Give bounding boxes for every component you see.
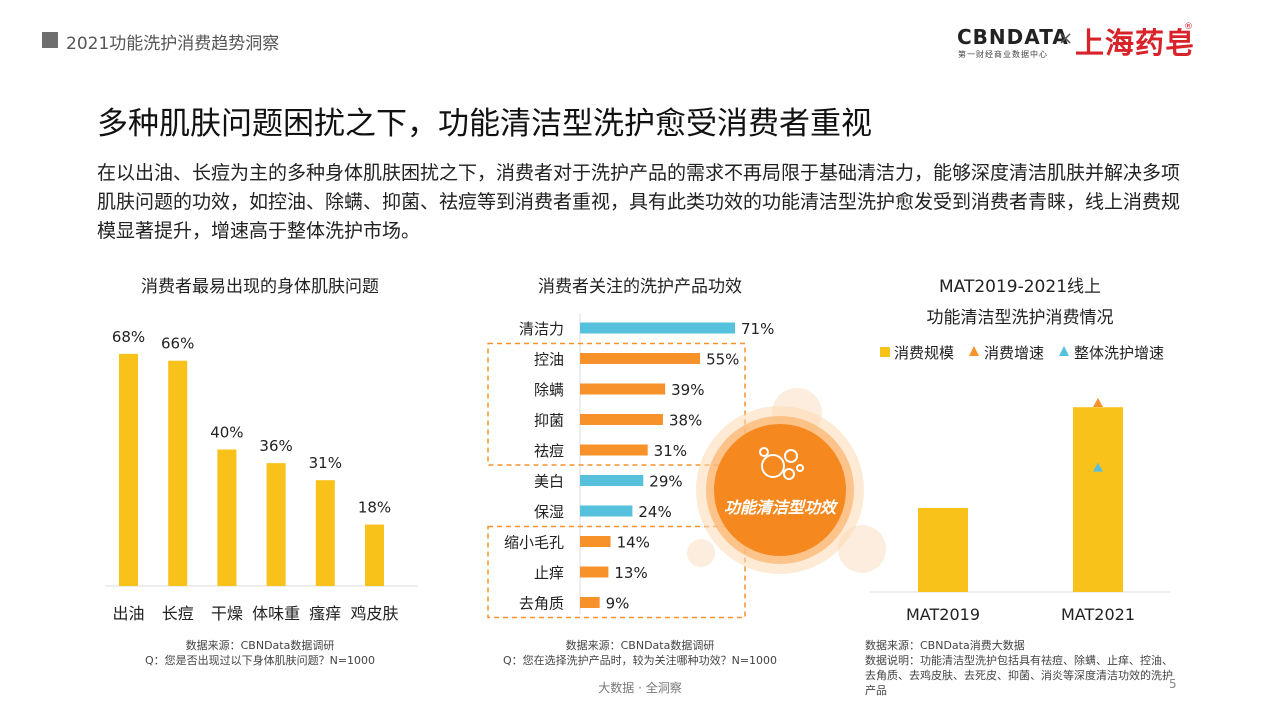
chart2-bar — [580, 597, 600, 608]
chart2-value-label: 38% — [669, 412, 702, 430]
chart1-bar — [266, 463, 286, 586]
chart2-highlight-box — [487, 525, 746, 619]
chart2-category-label: 清洁力 — [519, 320, 564, 338]
chart3-note: 数据说明：功能清洁型洗护包括具有祛痘、除螨、止痒、控油、去角质、去鸡皮肤、去死皮… — [865, 654, 1173, 697]
chart2-note: Q：您在选择洗护产品时，较为关注哪种功效？N=1000 — [502, 654, 778, 667]
chart2-category-label: 抑菌 — [534, 412, 564, 430]
chart2-value-label: 24% — [638, 503, 671, 521]
function-badge — [687, 388, 886, 574]
chart2-value-label: 14% — [617, 534, 650, 552]
chart2-value-label: 13% — [614, 564, 647, 582]
chart2-product-effects: 71% 清洁力 55% 控油 39% 除螨 38% 抑菌 31% 祛痘 29% 美白 24% 保湿 14% 缩… — [487, 314, 774, 619]
chart2-category-label: 保湿 — [534, 503, 564, 521]
decor-bubble — [687, 539, 715, 567]
chart2-bar — [580, 353, 701, 364]
chart1-bar — [217, 449, 237, 586]
chart1-value-label: 66% — [161, 335, 194, 353]
chart3-marker — [1093, 398, 1103, 407]
chart2-bar — [580, 383, 666, 395]
chart3-consumption: 消费规模 消费增速 整体洗护增速 MAT2019 MAT2021 — [870, 344, 1170, 624]
bubbles-icon — [759, 447, 804, 480]
chart2-value-label: 9% — [606, 595, 630, 613]
chart2-category-label: 去角质 — [519, 595, 564, 613]
chart1-bar — [119, 353, 138, 586]
chart3-bar — [918, 508, 968, 592]
legend-label: 整体洗护增速 — [1074, 344, 1164, 362]
logo-separator: × — [1058, 28, 1074, 49]
chart1-category-label: 鸡皮肤 — [350, 604, 398, 623]
chart2-bar — [580, 444, 648, 456]
legend-label: 消费规模 — [894, 344, 954, 362]
legend-triangle-icon — [1059, 346, 1069, 356]
chart1-category-label: 干燥 — [211, 604, 243, 623]
chart1-note: Q：您是否出现过以下身体肌肤问题？N=1000 — [144, 654, 376, 667]
chart2-category-label: 控油 — [534, 351, 564, 369]
chart1-category-label: 瘙痒 — [309, 604, 341, 623]
chart3-category-label: MAT2021 — [1061, 605, 1135, 624]
chart2-category-label: 祛痘 — [534, 442, 564, 460]
chart3-source: 数据来源：CBNData消费大数据 — [865, 639, 1025, 652]
chart3-category-label: MAT2019 — [906, 605, 980, 624]
legend-label: 消费增速 — [984, 344, 1044, 362]
page-title: 多种肌肤问题困扰之下，功能清洁型洗护愈受消费者重视 — [97, 106, 872, 142]
chart1-value-label: 36% — [259, 437, 292, 455]
chart1-bar — [315, 480, 335, 586]
chart2-source: 数据来源：CBNData数据调研 — [565, 639, 715, 652]
chart2-value-label: 31% — [654, 442, 687, 460]
chart1-title: 消费者最易出现的身体肌肤问题 — [141, 277, 379, 297]
partner-logo: 上海药皂 — [1075, 26, 1196, 60]
legend-triangle-icon — [969, 346, 979, 356]
chart2-value-label: 39% — [671, 381, 704, 399]
chart1-skin-problems: 68% 出油 66% 长痘 40% 干燥 36% 体味重 31% 瘙痒 18% 鸡皮肤 — [105, 328, 418, 623]
section-title: 2021功能洗护消费趋势洞察 — [66, 34, 280, 54]
chart1-category-label: 长痘 — [162, 604, 194, 623]
chart2-category-label: 除螨 — [534, 381, 564, 399]
section-marker — [42, 32, 58, 48]
chart1-bar — [365, 524, 384, 586]
chart2-highlight-box — [487, 342, 746, 466]
legend-swatch — [880, 347, 890, 357]
chart3-title-line1: MAT2019-2021线上 — [938, 277, 1102, 297]
chart1-value-label: 68% — [112, 328, 145, 346]
footer-slogan: 大数据 · 全洞察 — [598, 681, 682, 695]
chart2-value-label: 29% — [649, 473, 682, 491]
chart2-title: 消费者关注的洗护产品功效 — [538, 277, 742, 297]
chart1-value-label: 40% — [210, 423, 243, 441]
chart3-bar — [1073, 407, 1123, 592]
cbndata-logo: CBNDATA — [957, 25, 1069, 49]
chart2-bar — [580, 322, 735, 334]
chart2-value-label: 55% — [706, 351, 739, 369]
chart2-category-label: 缩小毛孔 — [504, 534, 564, 552]
badge-circle — [714, 424, 846, 556]
chart1-category-label: 出油 — [112, 604, 144, 623]
chart2-bar — [580, 475, 644, 486]
chart2-bar — [580, 505, 633, 517]
chart3-title-line2: 功能清洁型洗护消费情况 — [926, 308, 1114, 328]
decor-bubble — [838, 525, 886, 573]
chart1-value-label: 31% — [309, 454, 342, 472]
chart1-value-label: 18% — [358, 499, 391, 517]
chart2-bar — [580, 414, 663, 425]
chart2-bar — [580, 536, 611, 547]
chart2-category-label: 止痒 — [534, 564, 564, 582]
chart2-category-label: 美白 — [534, 473, 564, 491]
chart3-marker — [1093, 462, 1103, 472]
chart1-bar — [168, 360, 188, 586]
page-number: 5 — [1169, 677, 1177, 691]
chart2-value-label: 71% — [741, 320, 774, 338]
chart1-category-label: 体味重 — [252, 604, 300, 623]
chart1-source: 数据来源：CBNData数据调研 — [185, 639, 335, 652]
cbndata-logo-subtitle: 第一财经商业数据中心 — [958, 50, 1048, 59]
chart2-bar — [580, 566, 609, 578]
description-paragraph: 在以出油、长痘为主的多种身体肌肤困扰之下，消费者对于洗护产品的需求不再局限于基础… — [97, 162, 1181, 242]
badge-label: 功能清洁型功效 — [723, 498, 836, 517]
registered-mark: ® — [1184, 22, 1193, 32]
